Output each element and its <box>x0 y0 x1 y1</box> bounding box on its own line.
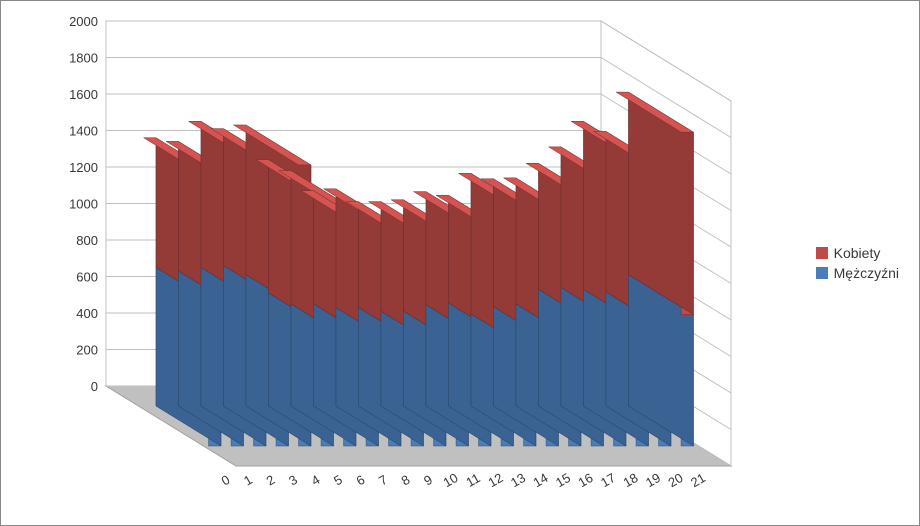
x-tick-label: 17 <box>598 470 618 490</box>
x-tick-label: 16 <box>575 470 595 490</box>
x-tick-label: 5 <box>331 472 345 489</box>
svg-text:800: 800 <box>76 233 98 248</box>
x-tick-label: 14 <box>530 470 550 490</box>
x-tick-label: 1 <box>241 472 255 489</box>
svg-text:400: 400 <box>76 306 98 321</box>
x-tick-label: 18 <box>620 470 640 490</box>
svg-text:0: 0 <box>91 379 98 394</box>
x-tick-label: 12 <box>485 470 505 490</box>
x-tick-label: 4 <box>309 472 323 489</box>
x-tick-label: 19 <box>643 470 663 490</box>
x-tick-label: 6 <box>354 472 368 489</box>
x-tick-label: 11 <box>463 470 482 490</box>
x-tick-label: 3 <box>286 472 300 489</box>
x-tick-label: 8 <box>399 472 413 489</box>
legend-item: Kobiety <box>816 245 899 261</box>
x-tick-label: 2 <box>264 472 278 489</box>
x-tick-label: 20 <box>665 470 685 490</box>
svg-text:1000: 1000 <box>69 197 98 212</box>
legend-item: Mężczyźni <box>816 265 899 281</box>
legend: Kobiety Mężczyźni <box>816 241 899 285</box>
legend-swatch <box>816 267 828 279</box>
svg-text:1200: 1200 <box>69 160 98 175</box>
x-tick-label: 7 <box>376 472 390 489</box>
x-tick-label: 10 <box>440 470 460 490</box>
svg-text:1600: 1600 <box>69 87 98 102</box>
legend-label: Kobiety <box>834 245 881 261</box>
legend-swatch <box>816 247 828 259</box>
x-tick-label: 9 <box>421 472 435 489</box>
legend-label: Mężczyźni <box>834 265 899 281</box>
x-tick-label: 15 <box>553 470 573 490</box>
svg-text:200: 200 <box>76 343 98 358</box>
svg-text:1400: 1400 <box>69 124 98 139</box>
chart-svg: 0200400600800100012001400160018002000012… <box>61 16 761 496</box>
svg-text:2000: 2000 <box>69 16 98 29</box>
svg-text:600: 600 <box>76 270 98 285</box>
plot-area: 0200400600800100012001400160018002000012… <box>61 16 761 496</box>
x-tick-label: 21 <box>688 470 708 490</box>
x-tick-label: 0 <box>219 472 233 489</box>
chart-container: 0200400600800100012001400160018002000012… <box>0 0 920 526</box>
svg-text:1800: 1800 <box>69 51 98 66</box>
x-tick-label: 13 <box>508 470 528 490</box>
